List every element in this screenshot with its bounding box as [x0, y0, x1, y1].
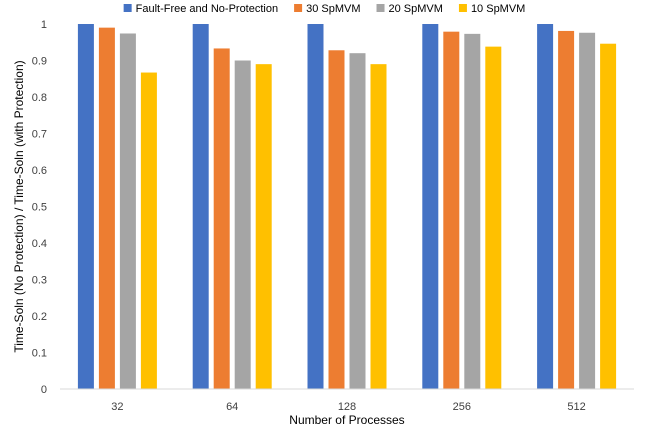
legend-item: 10 SpMVM — [458, 3, 525, 15]
bar-256-series-3 — [464, 33, 481, 389]
y-tick-label: 0.7 — [32, 129, 47, 141]
legend-item: 20 SpMVM — [376, 3, 443, 15]
chart-bars — [77, 24, 617, 390]
legend-label: 20 SpMVM — [389, 3, 443, 15]
legend-swatch — [376, 4, 385, 12]
x-tick-label: 512 — [567, 401, 585, 413]
y-axis-title: Time-Soln (No Protection) / Time-Soln (w… — [12, 60, 26, 352]
x-axis-title: Number of Processes — [289, 413, 404, 427]
x-tick-label: 32 — [111, 401, 123, 413]
legend-item: Fault-Free and No-Protection — [123, 3, 278, 15]
bar-128-series-1 — [307, 24, 324, 389]
bar-256-series-4 — [485, 46, 502, 389]
y-axis-ticks: 0 0.1 0.2 0.3 0.4 0.5 0.6 0.7 0.8 0.9 1 — [32, 19, 47, 396]
bar-64-series-4 — [255, 64, 272, 390]
legend-label: 30 SpMVM — [306, 3, 360, 15]
x-tick-label: 64 — [226, 401, 238, 413]
bar-128-series-3 — [349, 53, 366, 389]
x-tick-label: 256 — [453, 401, 471, 413]
bar-64-series-1 — [192, 24, 209, 389]
bar-512-series-4 — [600, 43, 617, 390]
legend-label: 10 SpMVM — [471, 3, 525, 15]
bar-512-series-1 — [537, 24, 554, 389]
x-tick-label: 128 — [338, 401, 356, 413]
legend-swatch — [458, 4, 467, 12]
bar-32-series-1 — [77, 24, 94, 389]
bar-128-series-2 — [328, 50, 345, 389]
bar-64-series-2 — [213, 48, 230, 390]
y-tick-label: 0.5 — [32, 202, 47, 214]
bar-32-series-4 — [140, 72, 157, 390]
bar-32-series-3 — [119, 33, 136, 390]
bar-512-series-2 — [558, 30, 575, 390]
legend-label: Fault-Free and No-Protection — [136, 3, 278, 15]
y-tick-label: 0.6 — [32, 165, 47, 177]
y-tick-label: 0.9 — [32, 56, 47, 68]
x-axis-ticks: 32 64 128 256 512 — [111, 401, 586, 413]
y-tick-label: 0.1 — [32, 348, 47, 360]
bar-256-series-2 — [443, 31, 460, 389]
chart-legend: Fault-Free and No-Protection 30 SpMVM 20 S… — [123, 3, 525, 15]
y-tick-label: 0 — [41, 384, 47, 396]
y-tick-label: 0.2 — [32, 311, 47, 323]
y-tick-label: 0.8 — [32, 92, 47, 104]
y-tick-label: 1 — [41, 19, 47, 31]
y-tick-label: 0.4 — [32, 238, 47, 250]
bar-32-series-2 — [98, 27, 115, 390]
bar-128-series-4 — [370, 64, 387, 390]
bar-256-series-1 — [422, 24, 439, 389]
bar-64-series-3 — [234, 60, 251, 389]
legend-swatch — [294, 4, 303, 12]
bar-512-series-3 — [579, 32, 596, 389]
legend-item: 30 SpMVM — [294, 3, 361, 15]
legend-swatch — [123, 4, 132, 12]
y-tick-label: 0.3 — [32, 275, 47, 287]
